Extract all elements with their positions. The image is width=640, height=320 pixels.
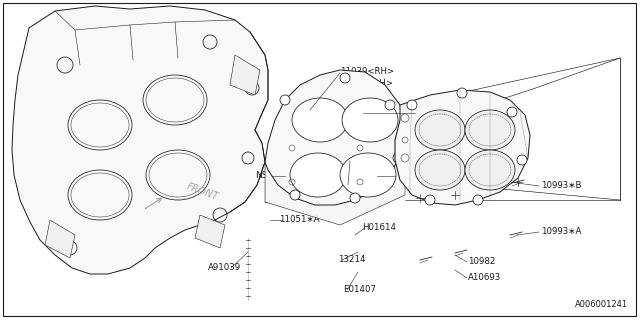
Polygon shape: [12, 6, 268, 274]
Text: A91039: A91039: [208, 263, 241, 273]
Circle shape: [350, 193, 360, 203]
Text: A006001241: A006001241: [575, 300, 628, 309]
Ellipse shape: [342, 98, 398, 142]
Text: 13214: 13214: [338, 255, 365, 265]
Polygon shape: [195, 215, 225, 248]
Ellipse shape: [415, 150, 465, 190]
Ellipse shape: [292, 98, 348, 142]
Text: 11039<RH>: 11039<RH>: [340, 67, 394, 76]
Circle shape: [385, 100, 395, 110]
Polygon shape: [230, 55, 260, 95]
Circle shape: [457, 88, 467, 98]
Text: A10693: A10693: [468, 274, 501, 283]
Ellipse shape: [415, 110, 465, 150]
Circle shape: [425, 195, 435, 205]
Text: NS: NS: [255, 172, 268, 180]
Ellipse shape: [465, 150, 515, 190]
Circle shape: [407, 100, 417, 110]
Circle shape: [517, 155, 527, 165]
Circle shape: [507, 107, 517, 117]
Polygon shape: [265, 132, 405, 225]
Text: H01614: H01614: [362, 223, 396, 233]
Circle shape: [290, 190, 300, 200]
Circle shape: [473, 195, 483, 205]
Text: 10993∗B: 10993∗B: [541, 181, 582, 190]
Ellipse shape: [340, 153, 396, 197]
Circle shape: [280, 95, 290, 105]
Text: FRONT: FRONT: [185, 182, 220, 202]
Text: 11063<LH>: 11063<LH>: [340, 79, 393, 88]
Text: NS: NS: [375, 172, 387, 180]
Circle shape: [393, 153, 403, 163]
Circle shape: [340, 73, 350, 83]
Text: 11051∗A: 11051∗A: [418, 108, 459, 117]
Text: 10982: 10982: [468, 258, 495, 267]
Text: 11051∗A: 11051∗A: [279, 215, 319, 225]
Text: 13214: 13214: [346, 156, 374, 165]
Text: E01407: E01407: [343, 285, 376, 294]
Ellipse shape: [465, 110, 515, 150]
Polygon shape: [45, 220, 75, 258]
Polygon shape: [265, 70, 405, 205]
Polygon shape: [395, 90, 530, 205]
Ellipse shape: [290, 153, 346, 197]
Text: 10993∗A: 10993∗A: [541, 228, 581, 236]
